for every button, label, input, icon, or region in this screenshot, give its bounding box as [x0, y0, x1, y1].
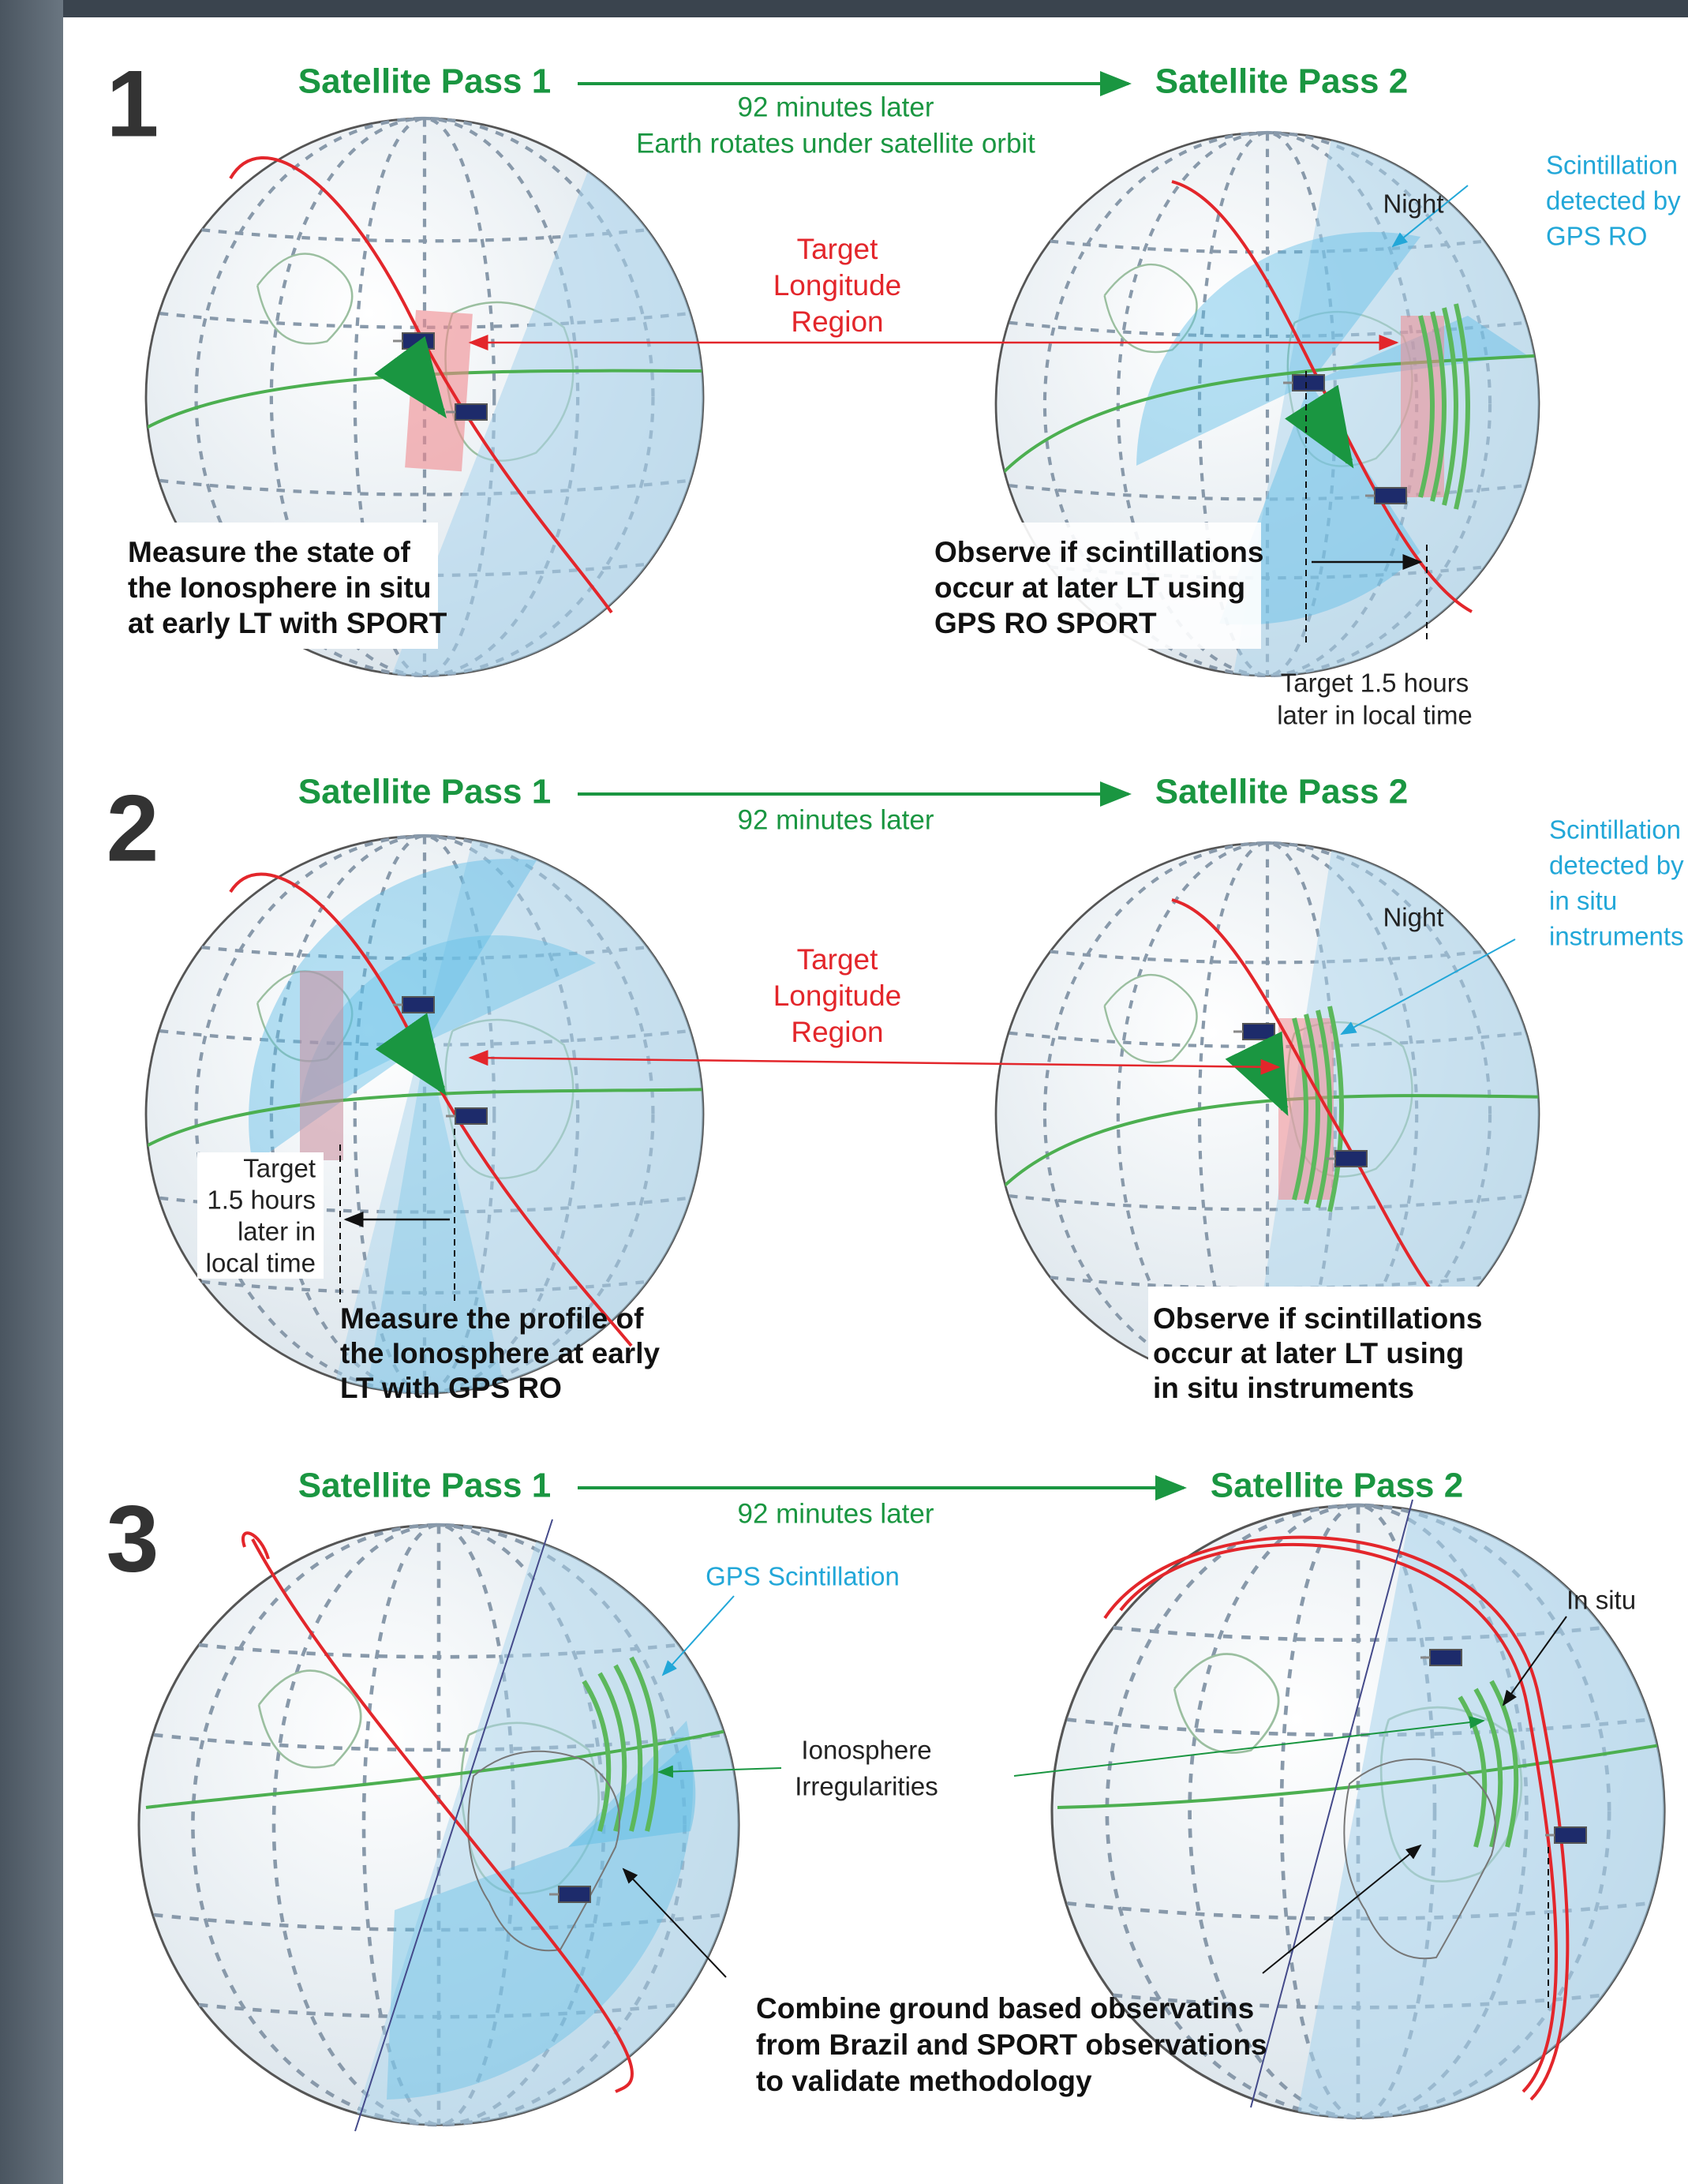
- pass-2: Satellite Pass 2: [1155, 773, 1408, 811]
- pass-2-note: Observe if scintillations: [934, 536, 1263, 568]
- pass-2: Satellite Pass 2: [1155, 62, 1408, 101]
- irregularities: Irregularities: [795, 1772, 938, 1801]
- timing: 92 minutes later: [737, 92, 934, 122]
- pass-1-note: at early LT with SPORT: [128, 607, 447, 639]
- number: 2: [107, 776, 159, 882]
- number: 1: [107, 51, 159, 157]
- timing: 92 minutes later: [737, 804, 934, 835]
- top-band: [0, 0, 1688, 17]
- target-time: later in: [238, 1217, 316, 1246]
- target-time: Target: [243, 1154, 316, 1183]
- combine: Combine ground based observatins: [756, 1992, 1254, 2025]
- scintillation: Scintillation: [1549, 815, 1681, 845]
- scintillation: detected by: [1549, 851, 1684, 880]
- globe-3b: [1013, 1499, 1673, 2131]
- combine: to validate methodology: [756, 2065, 1092, 2097]
- pass-2: Satellite Pass 2: [1211, 1467, 1463, 1505]
- target-region: Longitude: [773, 269, 902, 302]
- globe-1a: [122, 118, 726, 710]
- target-region: Target: [797, 943, 879, 976]
- label-backdrop: [722, 229, 951, 339]
- night: Night: [1383, 903, 1443, 932]
- pass-2-note: occur at later LT using: [1153, 1337, 1464, 1369]
- scintillation: instruments: [1549, 922, 1684, 951]
- globe-1b: [930, 126, 1547, 710]
- globe-2b: [996, 837, 1547, 1405]
- target-region: Region: [791, 1016, 883, 1048]
- globe-2a: [142, 836, 710, 1429]
- pass-2-note: GPS RO SPORT: [934, 607, 1157, 639]
- number: 3: [107, 1486, 159, 1592]
- pass-1-note: the Ionosphere at early: [340, 1337, 660, 1369]
- target-time: local time: [206, 1249, 316, 1278]
- scintillation: GPS RO: [1546, 222, 1647, 251]
- pass-1: Satellite Pass 1: [298, 773, 551, 811]
- target-time: Target 1.5 hours: [1281, 669, 1469, 698]
- scintillation: in situ: [1549, 886, 1617, 916]
- target-time: 1.5 hours: [207, 1186, 316, 1215]
- pass-1-note: Measure the state of: [128, 536, 410, 568]
- pass-1-note: Measure the profile of: [340, 1302, 644, 1335]
- target-region: Target: [797, 233, 879, 265]
- combine: from Brazil and SPORT observations: [756, 2029, 1267, 2061]
- pass-1: Satellite Pass 1: [298, 62, 551, 101]
- in-situ: In situ: [1566, 1586, 1636, 1615]
- timing: 92 minutes later: [737, 1498, 934, 1529]
- timing: Earth rotates under satellite orbit: [636, 128, 1035, 159]
- scintillation: detected by: [1546, 186, 1681, 215]
- label-backdrop: [722, 943, 951, 1054]
- target-time: later in local time: [1277, 701, 1473, 730]
- globe-3a: [139, 1519, 782, 2132]
- scintillation: Scintillation: [1546, 151, 1678, 180]
- pass-2-note: Observe if scintillations: [1153, 1302, 1482, 1335]
- pass-1: Satellite Pass 1: [298, 1467, 551, 1505]
- pass-2-note: in situ instruments: [1153, 1372, 1414, 1404]
- pass-2-note: occur at later LT using: [934, 571, 1245, 604]
- night: Night: [1383, 189, 1443, 219]
- irregularities: Ionosphere: [801, 1736, 931, 1765]
- target-region: Longitude: [773, 980, 902, 1012]
- pass-1-note: LT with GPS RO: [340, 1372, 562, 1404]
- gps-scintillation: GPS Scintillation: [706, 1562, 900, 1591]
- target-region: Region: [791, 305, 883, 338]
- pass-1-note: the Ionosphere in situ: [128, 571, 431, 604]
- target-arrow: [468, 1050, 1281, 1075]
- side-band: [0, 0, 63, 2184]
